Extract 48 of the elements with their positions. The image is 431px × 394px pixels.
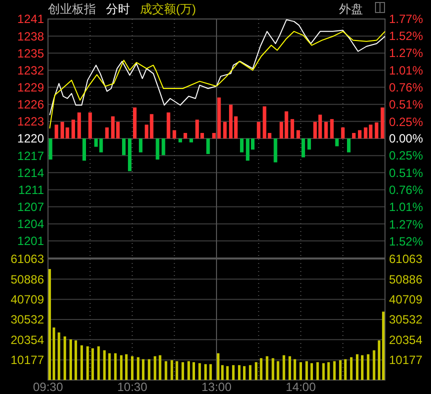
- text: 外盘: [339, 2, 363, 16]
- text: 0.00%: [389, 132, 424, 146]
- y-tick-label: 1223: [17, 114, 44, 129]
- text: 1.01%: [389, 64, 424, 78]
- y-tick-label: 1214: [17, 166, 44, 180]
- y-tick-label: 1229: [17, 80, 44, 94]
- y-tick-label: 50886: [10, 272, 44, 286]
- chart-title: 创业板指: [48, 2, 96, 16]
- y-tick-label: 1211: [18, 182, 44, 197]
- y-tick-label: 40709: [10, 292, 44, 307]
- text: 1.52%: [389, 234, 424, 248]
- text: 0.51%: [389, 97, 424, 112]
- y-tick-label: 1207: [17, 200, 44, 214]
- y-tick-label: 1232: [17, 63, 44, 78]
- text: 0.51%: [389, 166, 424, 180]
- x-tick-label: 14:00: [286, 380, 316, 394]
- y-tick-label: 1235: [17, 46, 44, 60]
- y2-tick-label: 10177: [389, 353, 423, 368]
- x-tick-label: 10:30: [117, 380, 148, 394]
- text: 0.76%: [389, 183, 424, 198]
- text: 0.76%: [389, 80, 424, 94]
- text: 成交额(万): [140, 2, 196, 16]
- y2-tick-label: 50886: [389, 272, 423, 286]
- chart-subtitle: 分时: [106, 2, 130, 16]
- y-tick-label: 1204: [17, 217, 44, 232]
- y-tick-label: 1220: [17, 132, 44, 146]
- y-tick-label: 10177: [10, 353, 44, 368]
- y2-tick-label: 40709: [389, 292, 423, 307]
- text: 1.27%: [389, 46, 424, 60]
- y2-tick-label: 30532: [389, 312, 423, 327]
- text: 0.25%: [389, 114, 424, 129]
- y-tick-label: 1201: [17, 234, 44, 248]
- text: 0.25%: [389, 148, 424, 163]
- y2-tick-label: 20354: [389, 332, 423, 347]
- x-tick-label: 13:00: [201, 380, 232, 394]
- x-tick-label: 09:30: [32, 380, 64, 394]
- text: 1.27%: [389, 217, 424, 232]
- y-tick-label: 61063: [10, 252, 44, 266]
- text: 1.52%: [389, 29, 424, 44]
- y-tick-label: 20354: [10, 332, 44, 347]
- text: 1.77%: [389, 12, 424, 26]
- y-tick-label: 1241: [17, 12, 44, 26]
- text: 1.01%: [389, 200, 424, 214]
- y2-tick-label: 61063: [389, 252, 423, 266]
- y-tick-label: 30532: [10, 312, 44, 327]
- y-tick-label: 1217: [17, 148, 44, 163]
- y-tick-label: 1226: [17, 98, 44, 112]
- y-tick-label: 1238: [17, 29, 44, 44]
